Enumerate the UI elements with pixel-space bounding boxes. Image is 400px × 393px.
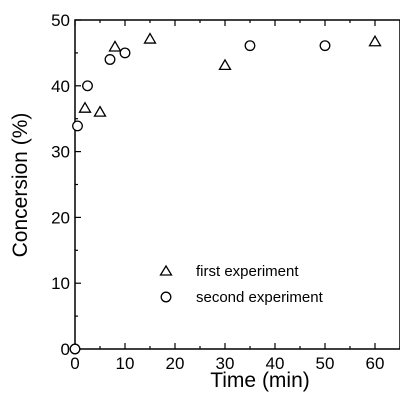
data-point-circle [244, 40, 256, 52]
data-point-circle [119, 47, 131, 59]
legend-label-second-experiment: second experiment [196, 289, 324, 306]
data-point-triangle [108, 40, 122, 52]
data-point-circle [82, 80, 93, 92]
y-tick-label: 20 [51, 208, 70, 227]
x-tick-label: 20 [166, 354, 185, 373]
data-point-circle [104, 54, 116, 65]
legend: first experiment second experiment [159, 263, 324, 306]
x-tick-label: 10 [116, 354, 135, 373]
x-tick-label: 0 [70, 354, 79, 373]
axis-ticks [74, 19, 400, 350]
y-tick-label: 10 [51, 274, 70, 293]
legend-marker-second-experiment [160, 291, 172, 303]
data-point-triangle [218, 58, 232, 71]
axis-tick-labels: 0 10 20 30 40 50 60 0 10 20 30 40 50 [51, 11, 384, 373]
y-tick-label: 50 [51, 11, 70, 30]
x-tick-label: 30 [216, 354, 235, 373]
x-tick-label: 50 [316, 354, 335, 373]
data-point-triangle [78, 101, 92, 113]
data-point-circle [69, 343, 81, 355]
data-point-triangle [368, 34, 382, 47]
x-tick-label: 40 [266, 354, 285, 373]
y-tick-label: 40 [51, 77, 70, 96]
data-point-circle [72, 120, 83, 132]
y-axis-title: Concersion (%) [9, 113, 32, 258]
x-tick-label: 60 [366, 354, 385, 373]
y-tick-label: 0 [61, 340, 70, 359]
legend-label-first-experiment: first experiment [196, 263, 299, 280]
data-points [69, 32, 382, 355]
data-point-triangle [93, 105, 107, 117]
x-axis-title: Time (min) [210, 369, 310, 392]
y-tick-label: 30 [51, 143, 70, 162]
data-point-circle [319, 40, 331, 52]
legend-marker-first-experiment [159, 264, 173, 276]
data-point-triangle [143, 32, 157, 44]
